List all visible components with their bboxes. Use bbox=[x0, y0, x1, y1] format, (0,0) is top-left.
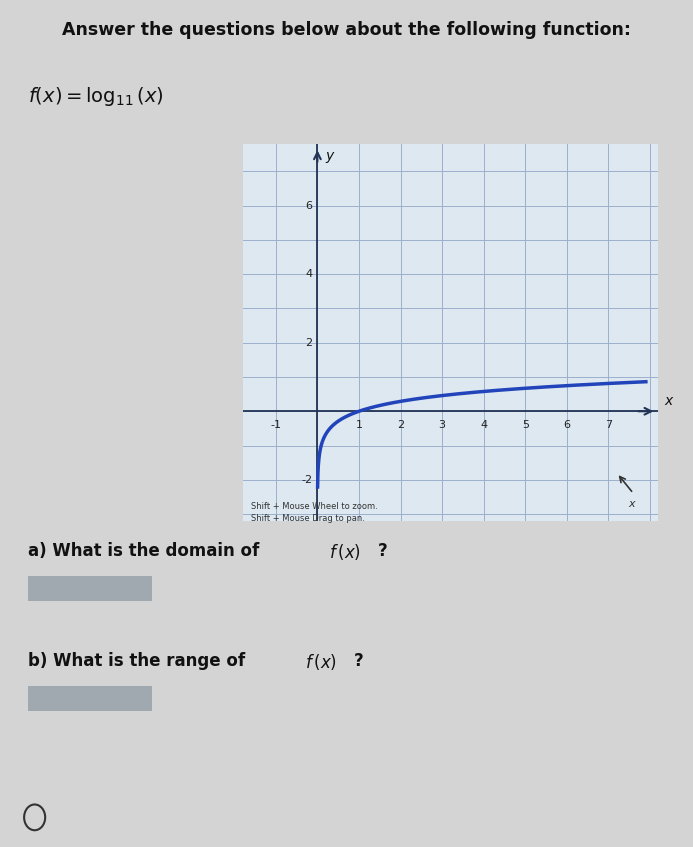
Text: a) What is the domain of: a) What is the domain of bbox=[28, 542, 265, 560]
Text: x: x bbox=[628, 499, 635, 509]
Text: 5: 5 bbox=[522, 420, 529, 429]
Text: 4: 4 bbox=[480, 420, 487, 429]
Text: ?: ? bbox=[378, 542, 387, 560]
Text: y: y bbox=[326, 149, 334, 163]
Text: 4: 4 bbox=[306, 269, 313, 280]
Text: Answer the questions below about the following function:: Answer the questions below about the fol… bbox=[62, 21, 631, 39]
Text: 1: 1 bbox=[356, 420, 362, 429]
Text: x: x bbox=[665, 394, 673, 408]
Text: 6: 6 bbox=[563, 420, 570, 429]
Text: $f\,(x)$: $f\,(x)$ bbox=[305, 652, 337, 673]
Text: 2: 2 bbox=[306, 338, 313, 348]
Text: 3: 3 bbox=[439, 420, 446, 429]
Text: -1: -1 bbox=[270, 420, 281, 429]
Text: b) What is the range of: b) What is the range of bbox=[28, 652, 251, 670]
Text: ?: ? bbox=[353, 652, 363, 670]
Text: $f\,(x)$: $f\,(x)$ bbox=[329, 542, 361, 562]
Text: -2: -2 bbox=[301, 475, 313, 484]
Text: 7: 7 bbox=[605, 420, 612, 429]
Text: 2: 2 bbox=[397, 420, 404, 429]
Text: 6: 6 bbox=[306, 201, 313, 211]
Text: Shift + Mouse Wheel to zoom.: Shift + Mouse Wheel to zoom. bbox=[251, 502, 378, 511]
Text: $f(x) = \log_{11}(x)$: $f(x) = \log_{11}(x)$ bbox=[28, 85, 164, 108]
Text: Shift + Mouse Drag to pan.: Shift + Mouse Drag to pan. bbox=[251, 514, 365, 523]
